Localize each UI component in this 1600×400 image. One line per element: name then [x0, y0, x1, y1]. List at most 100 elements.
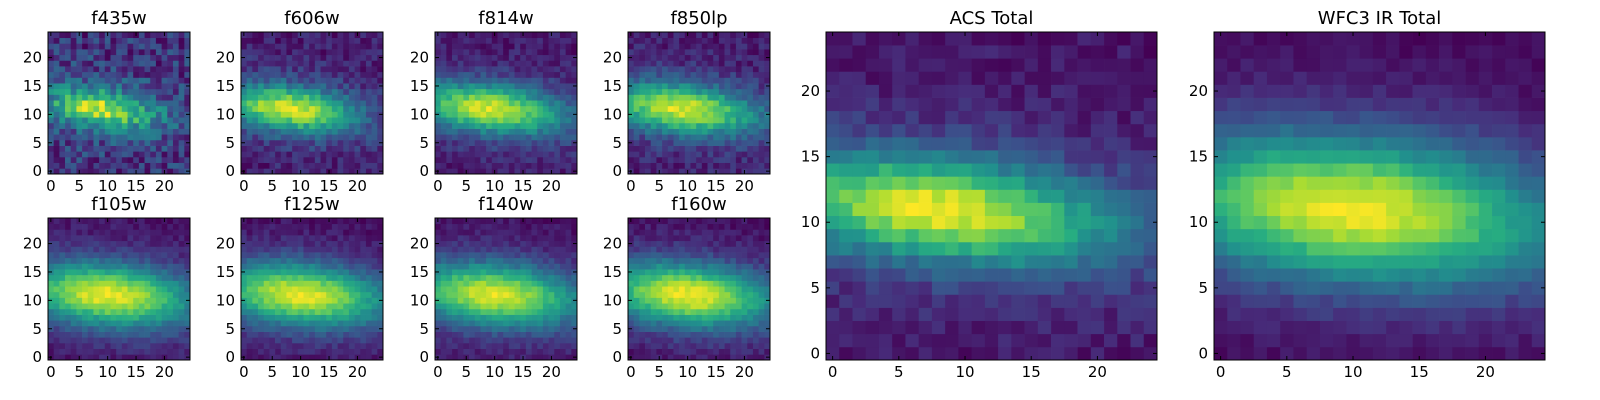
heatmap-cell: [138, 128, 145, 135]
heatmap-cell: [263, 280, 270, 287]
heatmap-cell: [348, 229, 355, 236]
heatmap-cell: [127, 105, 134, 112]
heatmap-cell: [70, 88, 77, 95]
heatmap-cell: [331, 274, 338, 281]
heatmap-cell: [150, 240, 157, 247]
heatmap-cell: [87, 43, 94, 50]
heatmap-cell: [348, 54, 355, 61]
heatmap-cell: [297, 122, 304, 129]
heatmap-cell: [121, 134, 128, 141]
heatmap-cell: [491, 274, 498, 281]
heatmap-cell: [246, 100, 253, 107]
heatmap-cell: [303, 66, 310, 73]
heatmap-cell: [457, 252, 464, 259]
heatmap-cell: [337, 117, 344, 124]
heatmap-cell: [735, 54, 742, 61]
heatmap-cell: [548, 235, 555, 242]
heatmap-cell: [724, 145, 731, 152]
heatmap-cell: [280, 354, 287, 361]
heatmap-cell: [360, 43, 367, 50]
heatmap-cell: [48, 66, 55, 73]
heatmap-cell: [82, 122, 89, 129]
heatmap-cell: [150, 54, 157, 61]
heatmap-cell: [639, 77, 646, 84]
heatmap-cell: [93, 308, 100, 315]
heatmap-cell: [684, 88, 691, 95]
heatmap-cell: [314, 240, 321, 247]
heatmap-cell: [542, 331, 549, 338]
heatmap-cell: [360, 100, 367, 107]
heatmap-cell: [263, 263, 270, 270]
heatmap-cell: [144, 280, 151, 287]
heatmap-cell: [258, 139, 265, 146]
heatmap-cell: [696, 286, 703, 293]
heatmap-cell: [138, 223, 145, 230]
heatmap-cell: [679, 134, 686, 141]
heatmap-cell: [172, 297, 179, 304]
heatmap-cell: [178, 314, 185, 321]
heatmap-cell: [503, 77, 510, 84]
heatmap-cell: [497, 274, 504, 281]
y-tick-label: 15: [23, 77, 42, 95]
heatmap-cell: [263, 37, 270, 44]
heatmap-cell: [87, 162, 94, 169]
heatmap-cell: [747, 128, 754, 135]
heatmap-cell: [503, 246, 510, 253]
y-tick-label: 0: [225, 348, 235, 366]
heatmap-cell: [747, 162, 754, 169]
heatmap-cell: [269, 303, 276, 310]
heatmap-cell: [110, 263, 117, 270]
heatmap-cell: [440, 286, 447, 293]
heatmap-cell: [650, 291, 657, 298]
heatmap-cell: [735, 280, 742, 287]
heatmap-cell: [457, 54, 464, 61]
heatmap-cell: [508, 43, 515, 50]
heatmap-cell: [565, 66, 572, 73]
heatmap-cell: [144, 88, 151, 95]
heatmap-cell: [662, 303, 669, 310]
heatmap-cell: [565, 88, 572, 95]
heatmap-cell: [99, 117, 106, 124]
heatmap-cell: [76, 303, 83, 310]
heatmap-cell: [365, 83, 372, 90]
heatmap-cell: [667, 156, 674, 163]
heatmap-cell: [343, 314, 350, 321]
heatmap-cell: [59, 32, 66, 39]
heatmap-cell: [377, 342, 384, 349]
heatmap-cell: [452, 100, 459, 107]
heatmap-cell: [246, 66, 253, 73]
heatmap-cell: [365, 235, 372, 242]
heatmap-cell: [480, 308, 487, 315]
heatmap-cell: [377, 128, 384, 135]
heatmap-cell: [628, 337, 635, 344]
heatmap-cell: [673, 134, 680, 141]
heatmap-cell: [440, 252, 447, 259]
heatmap-cell: [70, 263, 77, 270]
heatmap-cell: [99, 269, 106, 276]
heatmap-cell: [133, 223, 140, 230]
heatmap-cell: [735, 128, 742, 135]
heatmap-cell: [497, 331, 504, 338]
heatmap-cell: [718, 274, 725, 281]
heatmap-cell: [292, 257, 299, 264]
heatmap-cell: [161, 60, 168, 67]
heatmap-cell: [673, 274, 680, 281]
heatmap-cell: [365, 240, 372, 247]
heatmap-cell: [639, 88, 646, 95]
heatmap-cell: [628, 320, 635, 327]
heatmap-cell: [645, 342, 652, 349]
heatmap-cell: [730, 43, 737, 50]
heatmap-cell: [741, 134, 748, 141]
heatmap-cell: [155, 331, 162, 338]
heatmap-cell: [713, 342, 720, 349]
heatmap-cell: [747, 43, 754, 50]
heatmap-cell: [639, 291, 646, 298]
heatmap-cell: [167, 151, 174, 158]
heatmap-cell: [679, 128, 686, 135]
heatmap-cell: [258, 128, 265, 135]
heatmap-cell: [639, 54, 646, 61]
heatmap-cell: [161, 134, 168, 141]
heatmap-cell: [184, 223, 191, 230]
heatmap-cell: [320, 162, 327, 169]
x-tick-label: 0: [239, 363, 249, 381]
